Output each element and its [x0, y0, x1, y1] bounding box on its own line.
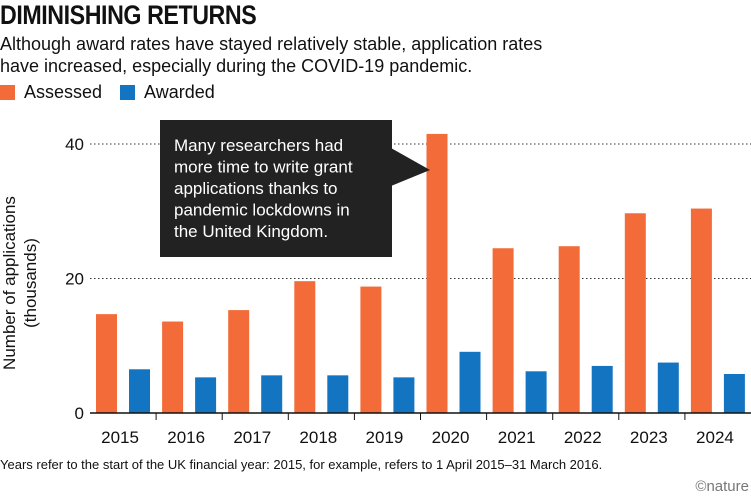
- callout-text-line: Many researchers had: [174, 136, 343, 155]
- bar-assessed-2022: [558, 246, 580, 413]
- bar-awarded-2017: [261, 375, 283, 413]
- bar-awarded-2024: [723, 373, 745, 413]
- callout-text-line: pandemic lockdowns in: [174, 201, 350, 220]
- callout-pointer: [391, 148, 430, 186]
- x-tick-label-2023: 2023: [630, 428, 668, 447]
- legend-label-assessed: Assessed: [24, 82, 103, 102]
- x-tick-label-2024: 2024: [696, 428, 734, 447]
- callout-box: [160, 120, 392, 257]
- bar-assessed-2023: [624, 213, 646, 413]
- y-tick-label: 20: [65, 270, 84, 289]
- bars: [96, 133, 745, 413]
- y-axis-label-line: (thousands): [21, 238, 40, 328]
- bar-awarded-2021: [525, 371, 547, 413]
- legend-swatch-assessed: [0, 84, 15, 100]
- bar-assessed-2015: [96, 314, 117, 413]
- legend-label-awarded: Awarded: [144, 82, 215, 102]
- bar-assessed-2017: [228, 310, 250, 413]
- x-tick-label-2016: 2016: [167, 428, 205, 447]
- annotation-callout: Many researchers had more time to write g…: [160, 120, 430, 257]
- axes: 2015 2016 2017 2018 2019 2020 2021 2022 2023 2024: [90, 412, 751, 447]
- callout-text-line: applications thanks to: [174, 179, 338, 198]
- bar-awarded-2018: [327, 375, 349, 413]
- bar-awarded-2019: [393, 377, 415, 413]
- y-axis-label-line: Number of applications: [0, 196, 19, 370]
- credit: ©nature: [695, 478, 749, 495]
- bar-assessed-2018: [294, 281, 316, 413]
- x-tick-label-2022: 2022: [564, 428, 602, 447]
- legend: Assessed Awarded: [0, 82, 233, 102]
- chart-subtitle: Although award rates have stayed relativ…: [0, 34, 543, 76]
- legend-item-awarded: Awarded: [120, 82, 215, 102]
- chart-title: DIMINISHING RETURNS: [0, 0, 257, 30]
- bar-assessed-2021: [492, 248, 514, 413]
- footnote: Years refer to the start of the UK finan…: [0, 457, 603, 472]
- bar-assessed-2016: [162, 321, 184, 413]
- x-tick-label-2019: 2019: [366, 428, 404, 447]
- legend-swatch-awarded: [120, 84, 136, 100]
- bar-assessed-2024: [690, 208, 712, 413]
- y-tick-label: 40: [65, 135, 84, 154]
- x-tick-label-2021: 2021: [498, 428, 536, 447]
- gridlines: 0 20 40: [65, 135, 751, 423]
- bar-awarded-2020: [459, 351, 481, 413]
- bar-awarded-2015: [129, 369, 150, 413]
- bar-assessed-2020: [426, 133, 448, 413]
- x-tick-label-2018: 2018: [299, 428, 337, 447]
- x-tick-label-2020: 2020: [432, 428, 470, 447]
- y-tick-label: 0: [75, 404, 84, 423]
- legend-item-assessed: Assessed: [0, 82, 102, 102]
- callout-text-line: the United Kingdom.: [174, 222, 328, 241]
- bar-awarded-2022: [591, 365, 613, 413]
- x-tick-label-2017: 2017: [233, 428, 271, 447]
- x-tick-label-2015: 2015: [101, 428, 139, 447]
- callout-text-line: more time to write grant: [174, 158, 353, 177]
- bar-assessed-2019: [360, 286, 382, 413]
- bar-awarded-2023: [657, 362, 679, 413]
- bar-awarded-2016: [195, 377, 217, 413]
